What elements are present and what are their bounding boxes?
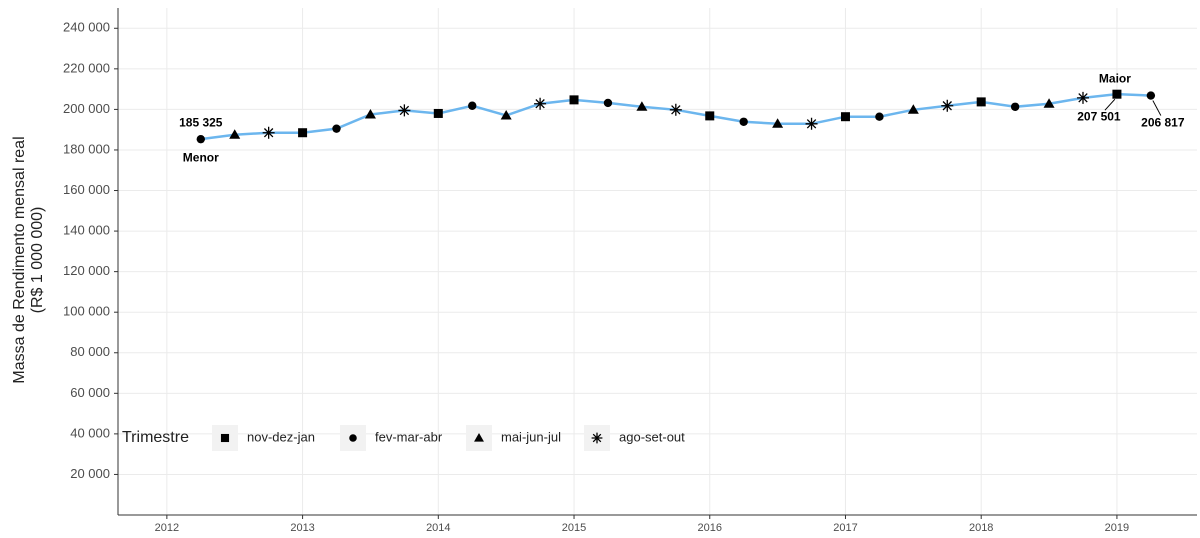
y-tick-label: 240 000 — [63, 20, 110, 35]
x-tick-label: 2014 — [426, 522, 450, 534]
marker — [1043, 98, 1055, 108]
marker — [569, 95, 579, 105]
y-tick-label: 20 000 — [70, 466, 110, 481]
x-tick-label: 2015 — [562, 522, 586, 534]
marker — [433, 108, 443, 118]
y-tick-label: 200 000 — [63, 101, 110, 116]
series-line — [200, 92, 1151, 141]
legend-label: ago-set-out — [619, 429, 685, 444]
annotation: Maior — [1099, 71, 1131, 85]
marker — [976, 97, 986, 107]
legend-title: Trimestre — [122, 429, 189, 446]
marker — [840, 112, 850, 122]
leader-line — [1104, 98, 1116, 111]
marker — [500, 109, 512, 120]
leader-line — [1152, 100, 1162, 116]
x-tick-label: 2013 — [290, 522, 314, 534]
x-tick-label: 2012 — [155, 522, 179, 534]
marker — [941, 99, 954, 112]
marker — [669, 103, 682, 116]
marker — [907, 104, 919, 114]
x-tick-label: 2016 — [698, 522, 722, 534]
x-tick-label: 2019 — [1105, 522, 1129, 534]
marker — [1112, 89, 1122, 99]
data-label: 207 501 — [1077, 109, 1121, 123]
x-tick-label: 2017 — [833, 522, 857, 534]
y-tick-label: 160 000 — [63, 182, 110, 197]
y-tick-label: 80 000 — [70, 344, 110, 359]
marker — [603, 98, 613, 108]
marker — [1010, 102, 1020, 111]
marker — [636, 101, 648, 111]
marker — [772, 118, 784, 128]
y-tick-label: 180 000 — [63, 141, 110, 156]
y-tick-label: 140 000 — [63, 223, 110, 238]
marker — [332, 124, 341, 133]
legend-marker — [474, 433, 484, 442]
y-tick-label: 40 000 — [70, 425, 110, 440]
y-axis-label: (R$ 1 000 000) — [29, 207, 46, 314]
y-tick-label: 100 000 — [63, 304, 110, 319]
legend-label: mai-jun-jul — [501, 429, 561, 444]
marker — [739, 117, 748, 126]
marker — [229, 129, 241, 139]
legend-marker — [349, 434, 357, 442]
marker — [705, 111, 715, 121]
marker — [875, 112, 884, 121]
marker — [398, 104, 411, 117]
marker — [1146, 91, 1156, 100]
y-axis-label: Massa de Rendimento mensal real — [11, 136, 28, 383]
marker — [364, 108, 376, 119]
legend-label: nov-dez-jan — [247, 429, 315, 444]
marker — [262, 126, 275, 139]
marker — [1076, 91, 1089, 104]
marker — [805, 117, 818, 130]
marker — [196, 134, 205, 144]
legend-marker — [220, 433, 230, 443]
y-tick-label: 120 000 — [63, 263, 110, 278]
data-label: 185 325 — [179, 115, 223, 129]
data-label: 206 817 — [1141, 116, 1185, 130]
legend-label: fev-mar-abr — [375, 429, 443, 444]
x-tick-label: 2018 — [969, 522, 993, 534]
legend-marker — [591, 432, 603, 444]
y-tick-label: 220 000 — [63, 60, 110, 75]
marker — [298, 128, 308, 138]
y-tick-label: 60 000 — [70, 385, 110, 400]
annotation: Menor — [183, 150, 219, 164]
marker — [468, 101, 477, 110]
marker — [534, 97, 547, 110]
